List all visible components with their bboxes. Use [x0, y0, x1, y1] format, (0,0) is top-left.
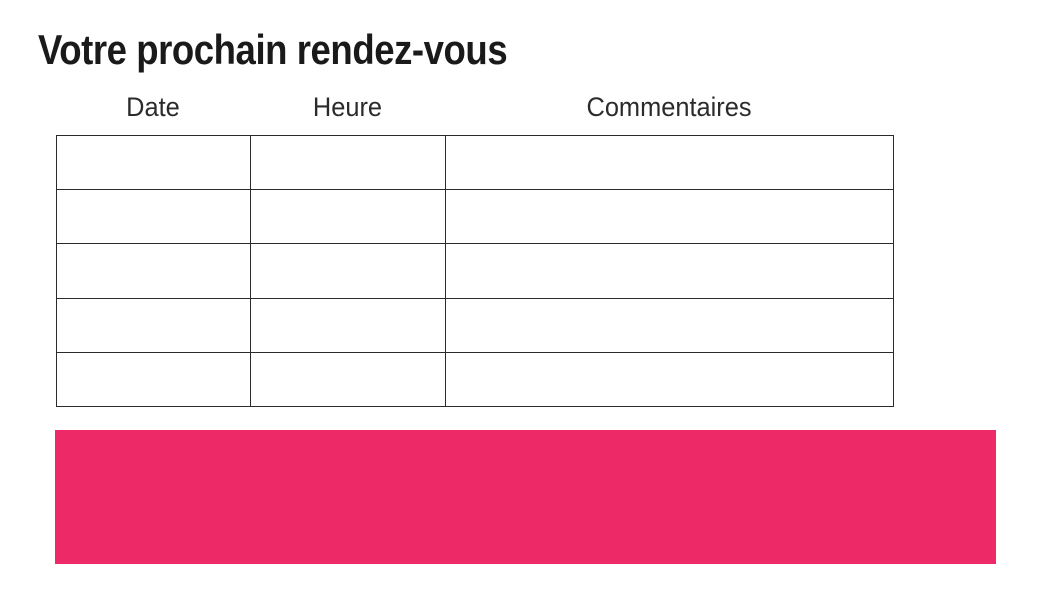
- table-row: [56, 297, 894, 353]
- appointments-table-body: [56, 134, 894, 408]
- table-cell: [445, 243, 894, 299]
- table-cell: [56, 297, 251, 353]
- table-cell: [56, 351, 251, 408]
- accent-banner: [55, 430, 996, 564]
- table-cell: [250, 351, 446, 408]
- table-cell: [250, 134, 446, 191]
- table-cell: [445, 134, 894, 191]
- table-cell: [445, 189, 894, 245]
- table-cell: [445, 297, 894, 353]
- column-header-date: Date: [126, 92, 180, 122]
- column-header-heure: Heure: [312, 92, 383, 122]
- page-title: Votre prochain rendez-vous: [38, 26, 508, 73]
- table-cell: [445, 351, 894, 408]
- table-cell: [250, 189, 446, 245]
- table-header-row: Date Heure Commentaires: [56, 92, 893, 123]
- table-row: [56, 351, 894, 408]
- table-row: [56, 243, 894, 299]
- table-row: [56, 189, 894, 245]
- table-cell: [250, 243, 446, 299]
- table-cell: [56, 243, 251, 299]
- appointments-table: [56, 134, 894, 408]
- column-header-commentaires: Commentaires: [586, 92, 752, 122]
- table-cell: [56, 134, 251, 191]
- table-row: [56, 134, 894, 191]
- table-cell: [250, 297, 446, 353]
- table-cell: [56, 189, 251, 245]
